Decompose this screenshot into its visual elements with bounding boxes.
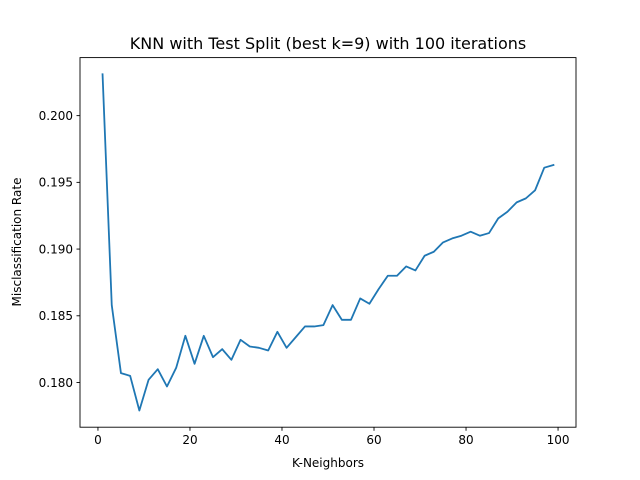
y-axis-label: Misclassification Rate [10, 178, 24, 307]
x-tick-label: 0 [94, 433, 102, 447]
y-axis: 0.180 0.185 0.190 0.195 0.200 [39, 109, 80, 390]
x-tick-label: 60 [366, 433, 381, 447]
x-tick-label: 100 [547, 433, 570, 447]
misclassification-rate-line [101, 73, 555, 412]
y-tick-label: 0.200 [39, 109, 73, 123]
x-tick-label: 20 [182, 433, 197, 447]
y-tick-label: 0.185 [39, 309, 73, 323]
plot-area [80, 57, 576, 428]
y-tick-label: 0.195 [39, 176, 73, 190]
x-tick-label: 80 [458, 433, 473, 447]
y-tick-label: 0.180 [39, 376, 73, 390]
chart-title: KNN with Test Split (best k=9) with 100 … [130, 34, 526, 53]
plot-frame [79, 57, 577, 428]
x-axis: 0 20 40 60 80 100 [94, 427, 570, 447]
x-axis-label: K-Neighbors [292, 456, 364, 470]
y-tick-label: 0.190 [39, 242, 73, 256]
x-tick-label: 40 [274, 433, 289, 447]
